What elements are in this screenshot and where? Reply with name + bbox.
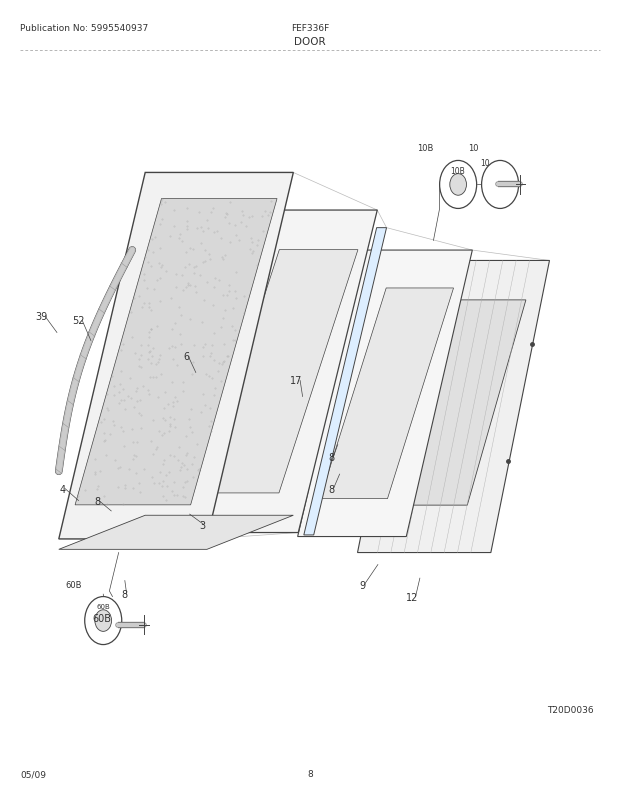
Polygon shape [59, 516, 293, 549]
Text: 9: 9 [360, 580, 366, 589]
Text: 52: 52 [73, 316, 85, 326]
Text: 05/09: 05/09 [20, 769, 46, 778]
Polygon shape [304, 229, 386, 535]
Polygon shape [298, 251, 472, 537]
Polygon shape [388, 301, 526, 505]
Text: 8: 8 [307, 769, 313, 778]
Text: 6: 6 [184, 352, 190, 362]
Text: 10: 10 [480, 159, 490, 168]
Polygon shape [75, 199, 277, 505]
Text: 12: 12 [405, 592, 418, 602]
Text: T20D0036: T20D0036 [547, 705, 594, 715]
Text: 60B: 60B [96, 603, 110, 610]
Text: 10B: 10B [417, 144, 433, 153]
Text: 8: 8 [329, 484, 335, 494]
Text: 60B: 60B [93, 614, 112, 623]
Polygon shape [177, 211, 378, 533]
Text: 8: 8 [94, 496, 100, 506]
Text: 8: 8 [122, 589, 128, 599]
Text: 3: 3 [199, 520, 205, 530]
Text: FEF336F: FEF336F [291, 24, 329, 33]
Text: Publication No: 5995540937: Publication No: 5995540937 [20, 24, 148, 33]
Circle shape [440, 161, 477, 209]
Circle shape [85, 597, 122, 645]
Text: 4: 4 [60, 484, 66, 494]
Text: 10B: 10B [450, 166, 464, 176]
Polygon shape [200, 250, 358, 493]
Polygon shape [59, 173, 293, 539]
Polygon shape [358, 261, 549, 553]
Text: 10: 10 [468, 144, 479, 153]
Text: eplacementParts.com: eplacementParts.com [219, 416, 326, 426]
Text: 60B: 60B [65, 580, 82, 589]
Text: DOOR: DOOR [294, 38, 326, 47]
Circle shape [482, 161, 518, 209]
Text: 39: 39 [35, 312, 48, 322]
Text: 8: 8 [329, 452, 335, 462]
Circle shape [95, 610, 112, 632]
Text: 17: 17 [290, 376, 303, 386]
Polygon shape [320, 289, 454, 499]
Circle shape [450, 174, 466, 196]
